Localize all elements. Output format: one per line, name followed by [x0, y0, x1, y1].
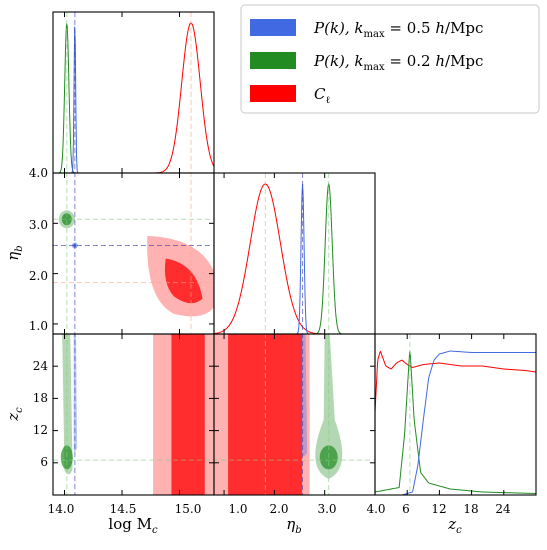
- ylabel-eta: ηb: [4, 245, 25, 260]
- contours-logMc-eta: [58, 210, 214, 317]
- tick-label-eta-x-3: 4.0: [366, 502, 385, 516]
- tick-label-eta-y-0: 1.0: [29, 319, 48, 333]
- curve-blue-zc: [375, 350, 536, 496]
- red-contour-inner-logMc-zc: [171, 334, 205, 495]
- curve-blue-logMc: [53, 26, 214, 174]
- tick-label-eta-y-1: 2.0: [29, 269, 48, 283]
- legend-frame: [240, 4, 540, 114]
- legend: P(k), kmax = 0.5 h/Mpc P(k), kmax = 0.2 …: [240, 4, 540, 114]
- tick-label-eta-x-0: 1.0: [228, 502, 247, 516]
- red-contour-inner-logMc-eta: [164, 258, 203, 304]
- green-contour-inner-logMc-zc: [60, 445, 73, 470]
- tick-labels: 14.0 14.5 15.0 1.0 2.0 3.0 4.0 6 12 18 2…: [29, 166, 511, 516]
- curve-red-logMc: [53, 22, 215, 174]
- tick-label-zc-x-2: 18: [463, 502, 478, 516]
- tick-label-zc-x-3: 24: [495, 502, 511, 516]
- ylabel-zc: zc: [4, 407, 25, 422]
- tick-label-logMc-1: 14.5: [110, 502, 137, 516]
- tick-label-zc-y-2: 18: [33, 391, 48, 405]
- tick-label-logMc-0: 14.0: [48, 502, 75, 516]
- contours-eta-zc: [214, 334, 343, 495]
- plot-panels: [52, 11, 537, 496]
- tick-label-eta-y-2: 3.0: [29, 218, 48, 232]
- tick-label-eta-x-2: 3.0: [317, 502, 336, 516]
- tick-label-eta-x-1: 2.0: [269, 502, 288, 516]
- legend-swatch-red: [250, 85, 296, 102]
- tick-label-zc-x-1: 12: [431, 502, 446, 516]
- legend-label-blue: P(k), kmax = 0.5 h/Mpc: [313, 19, 483, 40]
- legend-swatch-green: [250, 52, 296, 69]
- xlabel-eta: ηb: [286, 515, 301, 536]
- blue-contour-logMc-zc: [73, 334, 78, 452]
- green-contour-inner-logMc-eta: [61, 213, 72, 226]
- curve-green-logMc: [53, 23, 214, 174]
- legend-swatch-blue: [250, 19, 296, 36]
- green-contour-outer-logMc-zc: [62, 334, 73, 475]
- legend-label-red: Cℓ: [314, 85, 330, 106]
- legend-entry-blue: P(k), kmax = 0.5 h/Mpc: [250, 19, 483, 40]
- curve-red-eta: [213, 183, 375, 335]
- legend-entry-green: P(k), kmax = 0.2 h/Mpc: [250, 52, 483, 73]
- panel-zc-1d-frame: [374, 333, 537, 496]
- xlabel-zc: zc: [447, 515, 462, 536]
- panel-logMc-1d-frame: [52, 11, 215, 174]
- curve-red-zc: [374, 350, 537, 413]
- tick-label-zc-x-0: 6: [402, 502, 410, 516]
- tick-label-eta-y-3: 4.0: [29, 166, 48, 180]
- tick-label-zc-y-1: 12: [33, 423, 48, 437]
- tick-label-zc-y-3: 24: [33, 359, 49, 373]
- legend-label-green: P(k), kmax = 0.2 h/Mpc: [313, 52, 483, 73]
- xlabel-logMc: log Mc: [108, 515, 158, 536]
- curve-green-zc: [374, 351, 537, 494]
- contours-logMc-zc: [60, 334, 214, 495]
- legend-entry-red: Cℓ: [250, 85, 330, 106]
- tick-label-logMc-2: 15.0: [175, 502, 202, 516]
- tick-label-zc-y-0: 6: [40, 455, 48, 469]
